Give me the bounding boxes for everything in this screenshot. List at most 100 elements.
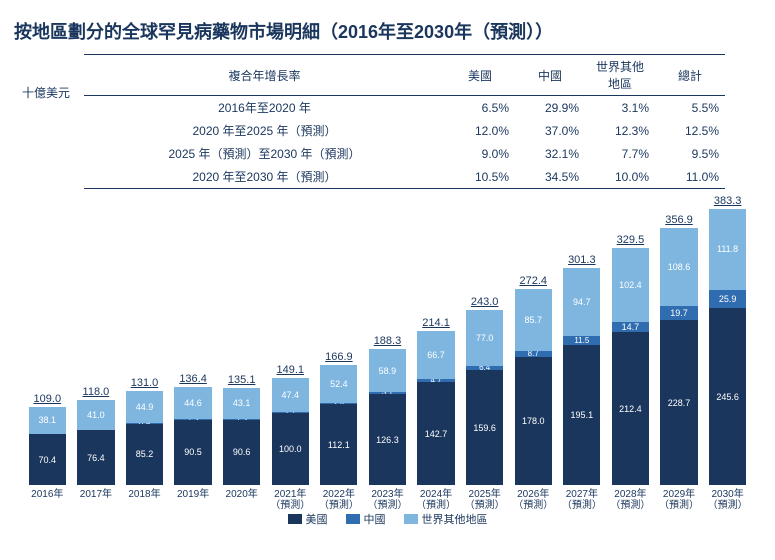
x-axis-label: 2016年: [24, 489, 71, 511]
legend-swatch: [288, 514, 302, 524]
cagr-table: 複合年增長率 美國 中國 世界其他地區 總計 2016年至2020 年6.5%2…: [84, 54, 725, 189]
cell-cn: 32.1%: [515, 142, 585, 165]
cell-us: 12.0%: [445, 119, 515, 142]
bar-group: 109.0 38.10.570.4: [24, 197, 71, 485]
bar-segment-us: 70.4: [29, 434, 66, 485]
bar-total-label: 356.9: [665, 214, 693, 226]
bar-stack: 52.42.4112.1: [320, 365, 357, 485]
th-cn: 中國: [515, 55, 585, 96]
legend-label: 世界其他地區: [422, 511, 488, 527]
bar-group: 383.3 111.825.9245.6: [704, 197, 751, 485]
cell-us: 9.0%: [445, 142, 515, 165]
bar-segment-cn: 25.9: [709, 290, 746, 309]
bar-total-label: 301.3: [568, 254, 596, 266]
bar-total-label: 383.3: [714, 195, 742, 207]
bar-segment-row: 66.7: [417, 331, 454, 379]
bar-stack: 111.825.9245.6: [709, 209, 746, 485]
bar-segment-us: 90.6: [223, 420, 260, 485]
x-axis-label: 2020年: [218, 489, 265, 511]
bar-segment-row: 43.1: [223, 388, 260, 419]
bar-segment-row: 58.9: [369, 349, 406, 391]
bar-stack: 85.78.7178.0: [515, 289, 552, 485]
bar-total-label: 243.0: [471, 296, 499, 308]
bar-segment-us: 228.7: [660, 320, 697, 485]
x-axis-label: 2025年（預測）: [461, 489, 508, 511]
x-axis-label: 2030年（預測）: [704, 489, 751, 511]
bar-segment-us: 85.2: [126, 424, 163, 485]
legend-item-us: 美國: [288, 511, 328, 527]
bar-total-label: 109.0: [34, 393, 62, 405]
bar-segment-cn: 19.7: [660, 306, 697, 320]
bar-segment-us: 178.0: [515, 357, 552, 485]
legend-label: 美國: [306, 511, 328, 527]
th-row: 世界其他地區: [585, 55, 655, 96]
bar-group: 243.0 77.06.4159.6: [461, 197, 508, 485]
legend-swatch: [346, 514, 360, 524]
x-axis-label: 2017年: [73, 489, 120, 511]
bar-segment-us: 126.3: [369, 394, 406, 485]
cell-row: 7.7%: [585, 142, 655, 165]
legend-label: 中國: [364, 511, 386, 527]
x-axis-label: 2021年（預測）: [267, 489, 314, 511]
cell-period: 2016年至2020 年: [84, 96, 445, 120]
cell-us: 6.5%: [445, 96, 515, 120]
bar-group: 166.952.42.4112.1: [316, 197, 363, 485]
bar-segment-us: 212.4: [612, 332, 649, 485]
bar-segment-us: 142.7: [417, 382, 454, 485]
cell-us: 10.5%: [445, 165, 515, 189]
bar-segment-us: 112.1: [320, 404, 357, 485]
x-axis-label: 2022年（預測）: [316, 489, 363, 511]
x-axis-label: 2018年: [121, 489, 168, 511]
bar-group: 214.1 66.74.7142.7: [413, 197, 460, 485]
bar-group: 329.5102.414.7212.4: [607, 197, 654, 485]
bar-group: 356.9 108.619.7228.7: [656, 197, 703, 485]
cell-period: 2020 年至2025 年（預測）: [84, 119, 445, 142]
bar-segment-row: 47.4: [272, 378, 309, 412]
cell-total: 5.5%: [655, 96, 725, 120]
th-total: 總計: [655, 55, 725, 96]
x-axis-label: 2029年（預測）: [656, 489, 703, 511]
x-axis-label: 2019年: [170, 489, 217, 511]
table-row: 2020 年至2030 年（預測）10.5%34.5%10.0%11.0%: [84, 165, 725, 189]
bar-segment-row: 111.8: [709, 209, 746, 289]
th-us: 美國: [445, 55, 515, 96]
bar-segment-row: 108.6: [660, 228, 697, 306]
legend-item-cn: 中國: [346, 511, 386, 527]
legend-item-row: 世界其他地區: [404, 511, 488, 527]
bar-group: 188.358.93.1126.3: [364, 197, 411, 485]
x-axis-label: 2026年（預測）: [510, 489, 557, 511]
bar-segment-us: 90.5: [174, 420, 211, 485]
table-row: 2025 年（預測）至2030 年（預測）9.0%32.1%7.7%9.5%: [84, 142, 725, 165]
cell-row: 12.3%: [585, 119, 655, 142]
bar-stack: 44.90.985.2: [126, 391, 163, 485]
unit-label: 十億美元: [22, 84, 70, 101]
bar-segment-us: 100.0: [272, 413, 309, 485]
bar-segment-us: 245.6: [709, 308, 746, 485]
bar-segment-row: 52.4: [320, 365, 357, 403]
bar-stack: 94.711.5195.1: [563, 268, 600, 485]
bar-segment-us: 159.6: [466, 370, 503, 485]
bar-total-label: 214.1: [422, 317, 450, 329]
bar-total-label: 188.3: [374, 335, 402, 347]
table-row: 2016年至2020 年6.5%29.9%3.1%5.5%: [84, 96, 725, 120]
bar-stack: 38.10.570.4: [29, 407, 66, 485]
bar-segment-row: 94.7: [563, 268, 600, 336]
bar-total-label: 149.1: [277, 364, 305, 376]
bar-group: 118.041.00.776.4: [73, 197, 120, 485]
bar-group: 136.444.61.390.5: [170, 197, 217, 485]
legend-swatch: [404, 514, 418, 524]
bar-segment-row: 77.0: [466, 310, 503, 365]
bar-segment-us: 76.4: [77, 430, 114, 485]
bar-segment-cn: 14.7: [612, 322, 649, 333]
cell-period: 2020 年至2030 年（預測）: [84, 165, 445, 189]
cell-row: 10.0%: [585, 165, 655, 189]
x-axis-label: 2027年（預測）: [559, 489, 606, 511]
bar-group: 149.147.41.7100.0: [267, 197, 314, 485]
bar-segment-cn: 11.5: [563, 336, 600, 344]
bar-total-label: 131.0: [131, 377, 159, 389]
bar-total-label: 329.5: [617, 234, 645, 246]
bar-stack: 77.06.4159.6: [466, 310, 503, 485]
bar-stack: 66.74.7142.7: [417, 331, 454, 485]
bar-segment-row: 44.6: [174, 387, 211, 419]
x-axis-label: 2024年（預測）: [413, 489, 460, 511]
